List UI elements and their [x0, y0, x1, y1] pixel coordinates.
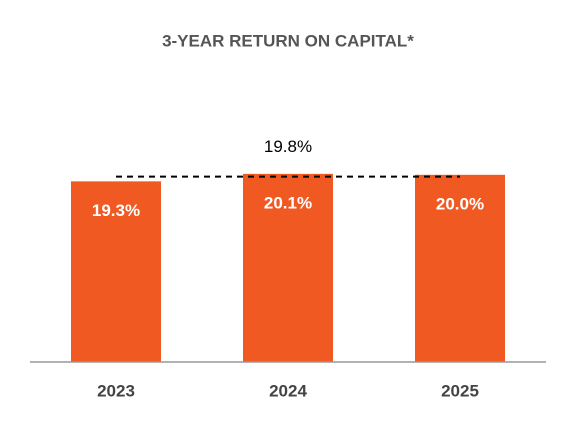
value-label: 19.3% [92, 201, 140, 220]
x-tick-label: 2025 [441, 381, 479, 400]
bar [71, 181, 161, 362]
value-label: 20.0% [436, 194, 484, 213]
chart-title: 3-YEAR RETURN ON CAPITAL* [162, 31, 414, 50]
reference-label: 19.8% [264, 137, 312, 156]
value-label: 20.1% [264, 193, 312, 212]
x-tick-label: 2023 [97, 381, 135, 400]
bar [415, 174, 505, 362]
bar [243, 173, 333, 362]
x-tick-label: 2024 [269, 381, 307, 400]
